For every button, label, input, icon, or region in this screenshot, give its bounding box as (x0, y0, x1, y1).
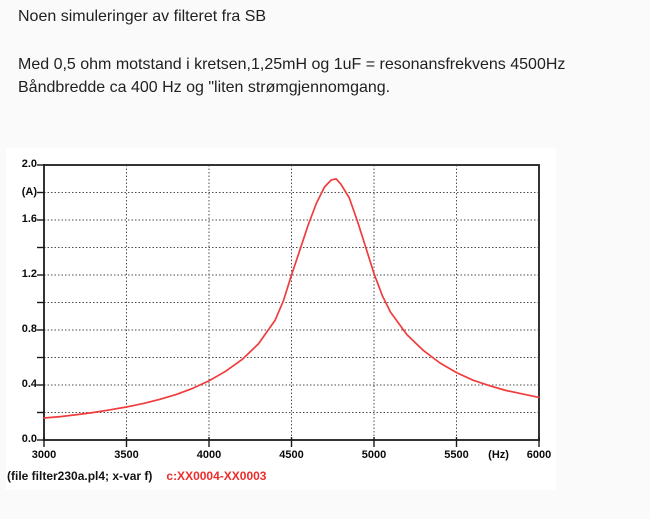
plot-canvas (37, 164, 540, 447)
plot-file-info: (file filter230a.pl4; x-var f) (7, 469, 153, 483)
page-title: Noen simuleringer av filteret fra SB (18, 8, 267, 25)
x-tick-label: 4500 (279, 449, 304, 461)
y-tick-label: 0.8 (21, 323, 37, 335)
description-line-2: Båndbredde ca 400 Hz og "liten strømgjen… (18, 79, 391, 96)
simulation-plot-panel: 3000 3500 4000 4500 5000 5500 6000 (Hz) 0.0 0.4 0.… (6, 148, 556, 490)
trace-legend: c:XX0004-XX0003 (166, 469, 267, 483)
x-tick-label: 5000 (361, 449, 387, 461)
y-tick-label: 0.4 (21, 378, 37, 390)
axis-labels: 3000 3500 4000 4500 5000 5500 6000 (Hz) 0.0 0.4 0.… (6, 148, 556, 490)
x-tick-label: 6000 (526, 449, 552, 461)
y-tick-label: 0.0 (21, 433, 37, 445)
x-tick-label: 5500 (444, 449, 469, 461)
y-tick-label: 2.0 (21, 158, 37, 170)
plot-caption: (file filter230a.pl4; x-var f) c:XX0004-X… (7, 469, 266, 483)
current-trace (43, 177, 540, 419)
description-line-1: Med 0,5 ohm motstand i kretsen,1,25mH og… (18, 56, 566, 73)
y-axis-unit-label: (A) (21, 185, 37, 198)
description: Med 0,5 ohm motstand i kretsen,1,25mH og… (18, 53, 643, 99)
y-tick-label: 1.2 (21, 268, 37, 280)
y-tick-label: 1.6 (21, 213, 37, 225)
x-tick-label: 3000 (31, 449, 57, 461)
x-axis-unit-label: (Hz) (488, 449, 509, 461)
x-tick-label: 3500 (114, 449, 139, 461)
x-tick-label: 4000 (196, 449, 222, 461)
